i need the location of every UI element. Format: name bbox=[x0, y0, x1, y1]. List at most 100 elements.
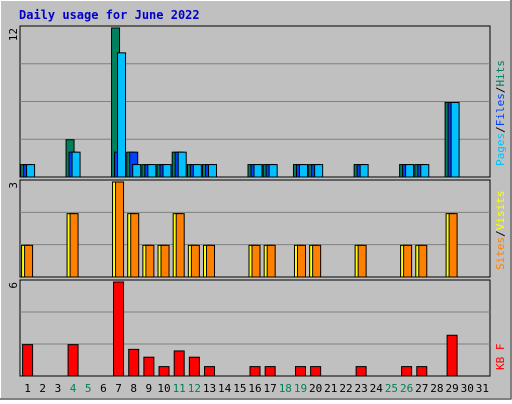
panel-background bbox=[19, 279, 491, 377]
x-tick-label-3: 3 bbox=[55, 382, 62, 395]
bar-kbytes-day-10 bbox=[158, 366, 170, 377]
y-max-label: 3 bbox=[7, 182, 20, 189]
y-max-label: 6 bbox=[7, 282, 20, 289]
bar-kbytes-day-20 bbox=[310, 366, 322, 377]
x-tick-label-25: 25 bbox=[385, 382, 398, 395]
bar-kbytes-day-12 bbox=[188, 356, 200, 377]
bar-sites-day-17 bbox=[266, 244, 276, 278]
bar-pages-day-12 bbox=[192, 164, 202, 178]
legend-entry: Pages bbox=[494, 133, 507, 166]
legend-entry: / bbox=[494, 230, 507, 237]
bar-sites-day-1 bbox=[24, 244, 34, 278]
bar-pages-day-20 bbox=[314, 164, 324, 178]
x-tick-label-17: 17 bbox=[264, 382, 277, 395]
x-tick-label-27: 27 bbox=[415, 382, 428, 395]
bar-pages-day-10 bbox=[162, 164, 172, 178]
bar-pages-day-7 bbox=[117, 52, 127, 178]
bar-pages-day-13 bbox=[208, 164, 218, 178]
legend-entry: Sites bbox=[494, 237, 507, 270]
bar-pages-day-11 bbox=[177, 151, 187, 178]
panel-hits-files-pages: 12 bbox=[7, 25, 491, 178]
bar-sites-day-16 bbox=[251, 244, 261, 278]
bar-sites-day-9 bbox=[145, 244, 155, 278]
x-tick-label-29: 29 bbox=[445, 382, 458, 395]
bar-pages-day-16 bbox=[253, 164, 263, 178]
legend-kbytes: KB F bbox=[494, 344, 507, 371]
legend-entry: / bbox=[494, 126, 507, 133]
bar-sites-day-7 bbox=[115, 181, 125, 278]
panel-kbytes: 6 bbox=[7, 279, 491, 377]
bar-kbytes-day-11 bbox=[173, 350, 185, 377]
x-tick-label-1: 1 bbox=[24, 382, 31, 395]
x-tick-label-26: 26 bbox=[400, 382, 413, 395]
y-max-label: 12 bbox=[7, 28, 20, 41]
bar-pages-day-4 bbox=[71, 151, 81, 178]
chart-title: Daily usage for June 2022 bbox=[19, 8, 200, 22]
bar-sites-day-23 bbox=[357, 244, 367, 278]
bar-kbytes-day-16 bbox=[249, 366, 261, 377]
legend-entry: Files bbox=[494, 93, 507, 126]
bar-pages-day-17 bbox=[268, 164, 278, 178]
bar-pages-day-9 bbox=[147, 164, 157, 178]
x-tick-label-24: 24 bbox=[370, 382, 384, 395]
bar-sites-day-10 bbox=[160, 244, 170, 278]
bar-sites-day-11 bbox=[175, 213, 185, 278]
bar-pages-day-26 bbox=[405, 164, 415, 178]
x-tick-label-16: 16 bbox=[248, 382, 261, 395]
bar-pages-day-19 bbox=[298, 164, 308, 178]
bar-kbytes-day-23 bbox=[355, 366, 367, 377]
bar-kbytes-day-27 bbox=[416, 366, 428, 377]
bar-sites-day-26 bbox=[403, 244, 413, 278]
bar-pages-day-23 bbox=[359, 164, 369, 178]
x-tick-label-18: 18 bbox=[279, 382, 292, 395]
x-tick-label-23: 23 bbox=[355, 382, 368, 395]
x-tick-label-11: 11 bbox=[173, 382, 186, 395]
x-tick-label-15: 15 bbox=[233, 382, 246, 395]
legend-visits-sites: Sites/Visits bbox=[494, 191, 507, 271]
bar-pages-day-29 bbox=[450, 102, 460, 178]
x-tick-label-14: 14 bbox=[218, 382, 232, 395]
x-tick-label-30: 30 bbox=[461, 382, 474, 395]
bar-kbytes-day-26 bbox=[401, 366, 413, 377]
bar-sites-day-20 bbox=[312, 244, 322, 278]
bar-kbytes-day-9 bbox=[143, 356, 155, 377]
x-tick-label-31: 31 bbox=[476, 382, 489, 395]
bar-kbytes-day-8 bbox=[128, 348, 140, 377]
bar-kbytes-day-7 bbox=[113, 281, 125, 377]
bar-pages-day-1 bbox=[26, 164, 36, 178]
legend-entry: / bbox=[494, 87, 507, 94]
bar-kbytes-day-17 bbox=[264, 366, 276, 377]
legend-entry: KB F bbox=[494, 344, 507, 371]
x-tick-label-12: 12 bbox=[188, 382, 201, 395]
x-axis-labels: 1 2 3 4 5 6 7 8 9 10 11 12 13 14 15 16 17 18 19 20 21 22 23 24 2… bbox=[24, 382, 489, 395]
bar-kbytes-day-4 bbox=[67, 344, 79, 377]
bar-sites-day-12 bbox=[190, 244, 200, 278]
x-tick-label-2: 2 bbox=[39, 382, 46, 395]
legend-entry: Hits bbox=[494, 60, 507, 87]
x-tick-label-10: 10 bbox=[157, 382, 170, 395]
legend-entry: Visits bbox=[494, 191, 507, 231]
panel-visits-sites: 3 bbox=[7, 179, 491, 278]
bar-kbytes-day-19 bbox=[294, 366, 306, 377]
x-tick-label-5: 5 bbox=[85, 382, 92, 395]
bar-sites-day-13 bbox=[206, 244, 216, 278]
x-tick-label-19: 19 bbox=[294, 382, 307, 395]
bar-pages-day-8 bbox=[132, 164, 142, 178]
chart-panels: 12 3 6 bbox=[7, 25, 491, 377]
x-tick-label-13: 13 bbox=[203, 382, 216, 395]
legend-hits-files-pages: Pages/Files/Hits bbox=[494, 60, 507, 166]
bar-sites-day-19 bbox=[296, 244, 306, 278]
bar-sites-day-8 bbox=[130, 213, 140, 278]
x-tick-label-22: 22 bbox=[339, 382, 352, 395]
x-tick-label-9: 9 bbox=[146, 382, 153, 395]
bar-kbytes-day-1 bbox=[22, 344, 34, 377]
x-tick-label-7: 7 bbox=[115, 382, 122, 395]
bar-sites-day-27 bbox=[418, 244, 428, 278]
x-tick-label-21: 21 bbox=[324, 382, 337, 395]
bar-sites-day-29 bbox=[448, 213, 458, 278]
x-tick-label-28: 28 bbox=[430, 382, 443, 395]
x-tick-label-6: 6 bbox=[100, 382, 107, 395]
